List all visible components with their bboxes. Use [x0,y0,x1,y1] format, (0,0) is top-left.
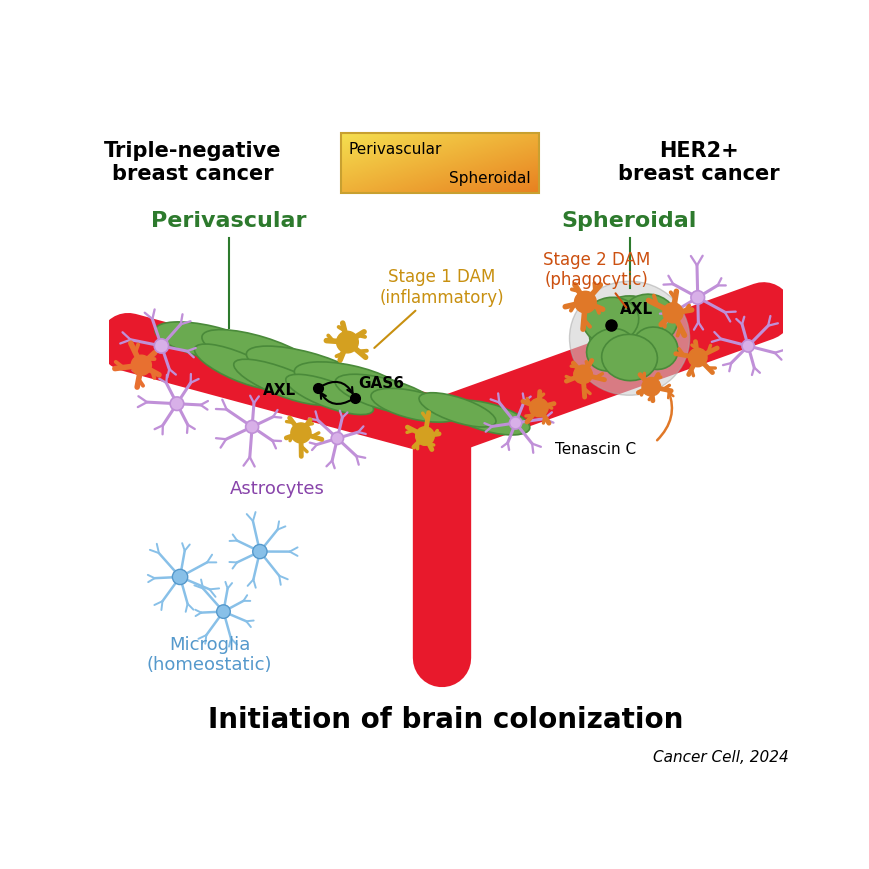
Ellipse shape [588,296,669,370]
Circle shape [415,428,434,446]
Circle shape [662,303,682,323]
Ellipse shape [234,360,332,406]
Ellipse shape [621,295,677,344]
Text: Perivascular: Perivascular [348,142,441,156]
Ellipse shape [447,401,529,435]
Ellipse shape [569,282,689,395]
Ellipse shape [370,389,458,422]
Ellipse shape [294,362,403,403]
Ellipse shape [335,375,437,415]
Ellipse shape [194,345,283,390]
Ellipse shape [285,375,373,415]
Ellipse shape [419,394,495,428]
Ellipse shape [246,347,366,393]
Circle shape [509,417,521,429]
Text: Spheroidal: Spheroidal [561,211,696,231]
Ellipse shape [202,330,317,378]
Text: GAS6: GAS6 [358,375,404,390]
Circle shape [741,341,753,353]
Ellipse shape [601,335,657,381]
Bar [341,134,538,194]
Ellipse shape [586,329,634,372]
Text: HER2+
breast cancer: HER2+ breast cancer [618,141,779,183]
Circle shape [641,378,660,396]
Ellipse shape [155,322,263,363]
Circle shape [687,348,706,368]
Text: Cancer Cell, 2024: Cancer Cell, 2024 [653,749,788,764]
Text: Initiation of brain colonization: Initiation of brain colonization [208,706,683,733]
Text: Astrocytes: Astrocytes [230,480,325,498]
Ellipse shape [632,328,677,370]
Text: AXL: AXL [262,383,296,398]
Text: Perivascular: Perivascular [151,211,306,231]
Circle shape [131,355,151,375]
Text: AXL: AXL [620,302,653,316]
Text: Spheroidal: Spheroidal [449,170,530,186]
Circle shape [690,291,704,305]
Circle shape [290,423,311,443]
Circle shape [252,545,267,559]
Text: Microglia
(homeostatic): Microglia (homeostatic) [147,635,272,673]
Circle shape [573,366,592,384]
Circle shape [245,421,258,434]
Circle shape [574,292,595,314]
Text: Stage 1 DAM
(inflammatory): Stage 1 DAM (inflammatory) [374,268,504,348]
Circle shape [331,433,343,445]
Circle shape [529,399,547,417]
Circle shape [170,397,183,411]
Text: Tenascin C: Tenascin C [554,441,635,456]
Text: Triple-negative
breast cancer: Triple-negative breast cancer [103,141,281,183]
Circle shape [336,332,358,354]
Circle shape [216,605,230,619]
Circle shape [154,340,169,354]
Text: Stage 2 DAM
(phagocytic): Stage 2 DAM (phagocytic) [542,250,650,308]
Circle shape [172,570,188,585]
Ellipse shape [582,298,638,344]
